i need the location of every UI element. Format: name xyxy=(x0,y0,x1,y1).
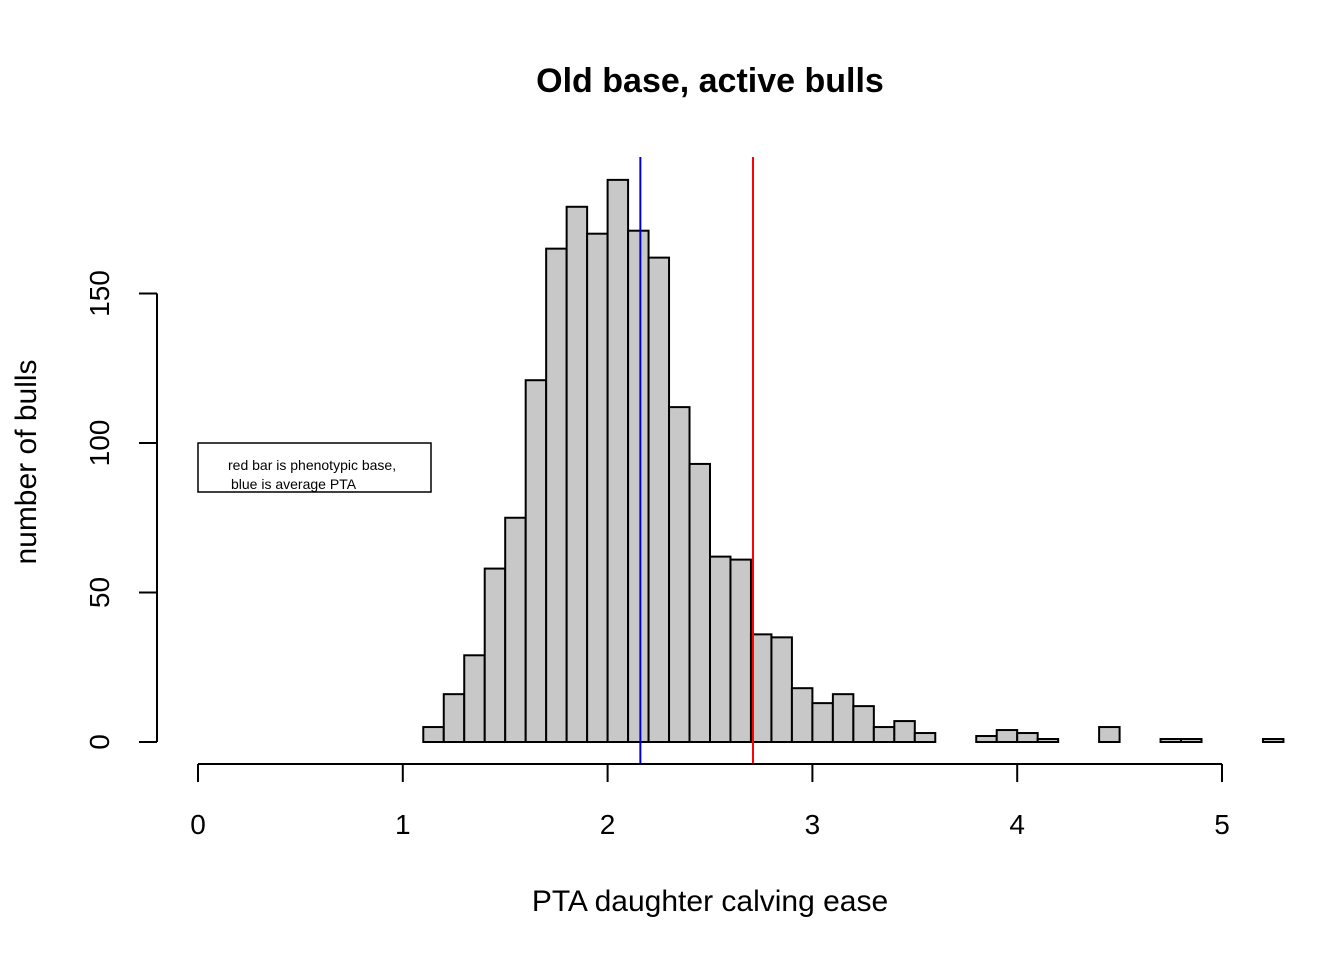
legend-line-1: red bar is phenotypic base, xyxy=(228,457,396,473)
histogram-bar xyxy=(647,256,671,743)
legend-box xyxy=(197,442,432,493)
histogram-bar xyxy=(1159,738,1183,744)
y-tick-label: 100 xyxy=(84,420,115,467)
x-axis-title: PTA daughter calving ease xyxy=(532,885,888,918)
histogram-bar xyxy=(524,379,548,743)
histogram-bar xyxy=(729,558,752,743)
histogram-bar xyxy=(1016,732,1039,744)
histogram-bar xyxy=(1180,738,1203,744)
histogram-bar xyxy=(1036,738,1060,744)
histogram-bar xyxy=(872,726,896,743)
histogram-bar xyxy=(790,687,814,743)
histogram-bar xyxy=(504,516,527,743)
histogram-bar xyxy=(1261,738,1285,744)
x-tick-label: 5 xyxy=(1214,809,1230,840)
histogram-bar xyxy=(688,462,712,743)
y-axis-title: number of bulls xyxy=(10,359,43,564)
x-tick-label: 0 xyxy=(190,809,206,840)
histogram-bar xyxy=(586,232,609,743)
x-tick-label: 2 xyxy=(600,809,616,840)
histogram-bar xyxy=(913,732,937,744)
histogram-bar xyxy=(422,726,445,743)
y-tick-label: 0 xyxy=(84,734,115,750)
x-tick-label: 1 xyxy=(395,809,411,840)
histogram-bar xyxy=(627,229,650,744)
histogram-bar xyxy=(565,205,589,744)
reference-lines xyxy=(639,157,755,764)
histogram-bar xyxy=(852,705,875,743)
histogram-bar xyxy=(893,720,916,744)
histogram-bar xyxy=(770,636,793,743)
histogram-bar xyxy=(606,178,630,743)
histogram-bar xyxy=(1098,726,1121,743)
x-tick-label: 4 xyxy=(1009,809,1025,840)
histogram-bar xyxy=(545,247,568,743)
y-axis: 0 50 100 150 xyxy=(84,270,158,750)
y-tick-label: 150 xyxy=(84,270,115,317)
histogram-bar xyxy=(995,729,1019,743)
histogram-bar xyxy=(442,693,466,743)
histogram-bar xyxy=(811,702,834,744)
histogram-bar xyxy=(831,693,855,743)
chart-title: Old base, active bulls xyxy=(536,62,884,100)
histogram-bar xyxy=(709,555,732,743)
x-axis: 0 1 2 3 4 5 xyxy=(190,763,1230,840)
histogram-bar xyxy=(463,654,486,743)
histogram-bars xyxy=(422,178,1285,744)
histogram-bar xyxy=(483,567,507,744)
x-tick-label: 3 xyxy=(805,809,821,840)
legend-line-2: blue is average PTA xyxy=(231,476,357,492)
y-tick-label: 50 xyxy=(84,577,115,608)
histogram-bar xyxy=(975,735,998,744)
histogram-bar xyxy=(749,633,773,743)
histogram-bar xyxy=(668,406,691,743)
legend: red bar is phenotypic base, blue is aver… xyxy=(197,442,432,493)
